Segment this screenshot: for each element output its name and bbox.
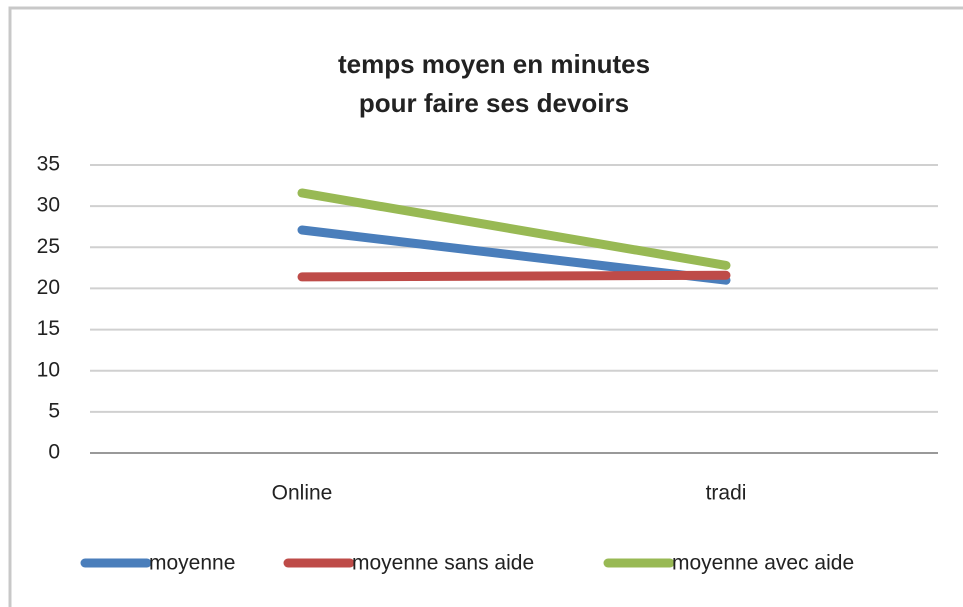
chart-title: pour faire ses devoirs xyxy=(359,88,629,118)
y-tick-label: 0 xyxy=(48,441,60,464)
series-line xyxy=(297,270,731,282)
y-tick-label: 35 xyxy=(37,153,60,176)
x-tick-label: Online xyxy=(272,482,333,505)
chart-border xyxy=(8,6,963,607)
y-tick-label: 30 xyxy=(37,194,60,217)
chart-title: temps moyen en minutes xyxy=(338,49,650,79)
legend-label: moyenne sans aide xyxy=(352,552,534,575)
y-tick-label: 15 xyxy=(37,317,60,340)
legend-label: moyenne avec aide xyxy=(672,552,854,575)
y-tick-label: 10 xyxy=(37,358,60,381)
legend-label: moyenne xyxy=(149,552,235,575)
y-tick-label: 20 xyxy=(37,276,60,299)
y-tick-label: 5 xyxy=(48,399,60,422)
x-tick-label: tradi xyxy=(706,482,747,505)
y-tick-label: 25 xyxy=(37,235,60,258)
series-line xyxy=(297,188,731,270)
